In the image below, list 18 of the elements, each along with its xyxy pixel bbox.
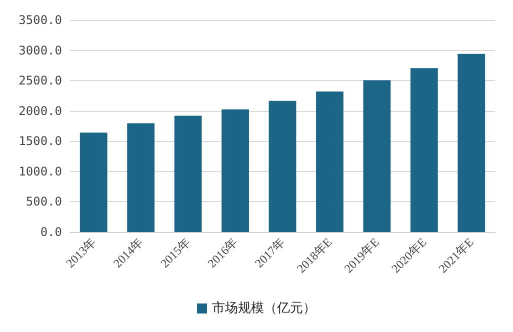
y-tick-label: 1000.0 [18,164,62,178]
bar [268,100,296,232]
y-tick-label: 3500.0 [18,13,62,27]
bar [316,91,344,232]
y-tick-label: 500.0 [26,194,62,209]
bar [410,68,438,232]
y-tick-label: 3000.0 [18,43,62,58]
bar [80,132,108,232]
y-tick-label: 0.0 [40,225,62,239]
bar [174,116,202,232]
legend-label: 市场规模（亿元） [212,301,316,316]
y-tick-label: 2500.0 [18,74,62,88]
y-tick-label: 1500.0 [18,134,62,148]
bar [222,109,249,232]
y-tick-label: 2000.0 [18,104,62,118]
bar [458,54,486,232]
bar [363,80,391,232]
bar [127,123,155,232]
